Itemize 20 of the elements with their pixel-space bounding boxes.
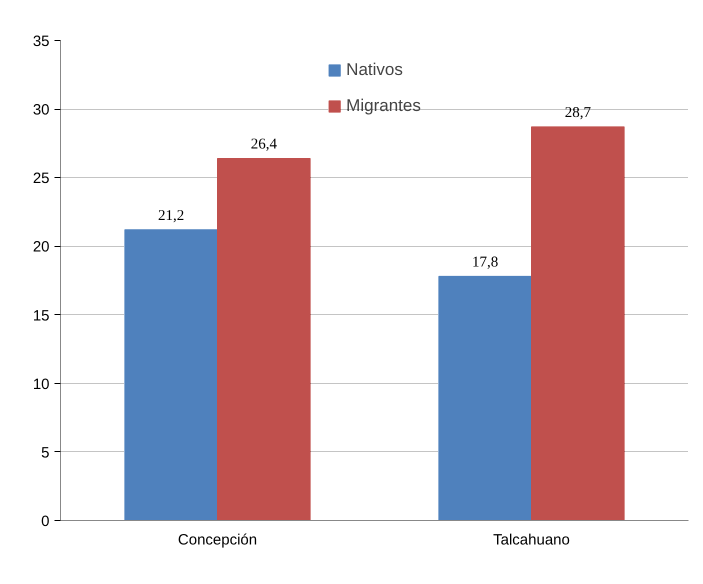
legend-label: Migrantes <box>346 96 421 116</box>
x-tick-label: Talcahuano <box>493 532 570 548</box>
y-tick-label: 5 <box>41 444 50 462</box>
data-label: 28,7 <box>564 104 592 121</box>
y-tick-label: 15 <box>32 307 50 324</box>
y-tick-label: 25 <box>32 170 50 188</box>
bar <box>124 229 218 520</box>
legend-label: Nativos <box>346 60 403 80</box>
x-tick-label: Concepción <box>178 532 258 548</box>
y-tick-label: 35 <box>32 33 50 50</box>
y-tick-label: 30 <box>32 102 50 119</box>
data-label: 17,8 <box>472 254 498 270</box>
bar <box>217 158 311 520</box>
bar <box>438 276 532 520</box>
y-tick-label: 0 <box>41 513 50 530</box>
y-tick-label: 10 <box>32 376 50 393</box>
bar <box>531 126 625 520</box>
data-label: 21,2 <box>158 208 184 224</box>
data-label: 26,4 <box>250 136 278 152</box>
y-tick-label: 20 <box>32 238 50 256</box>
